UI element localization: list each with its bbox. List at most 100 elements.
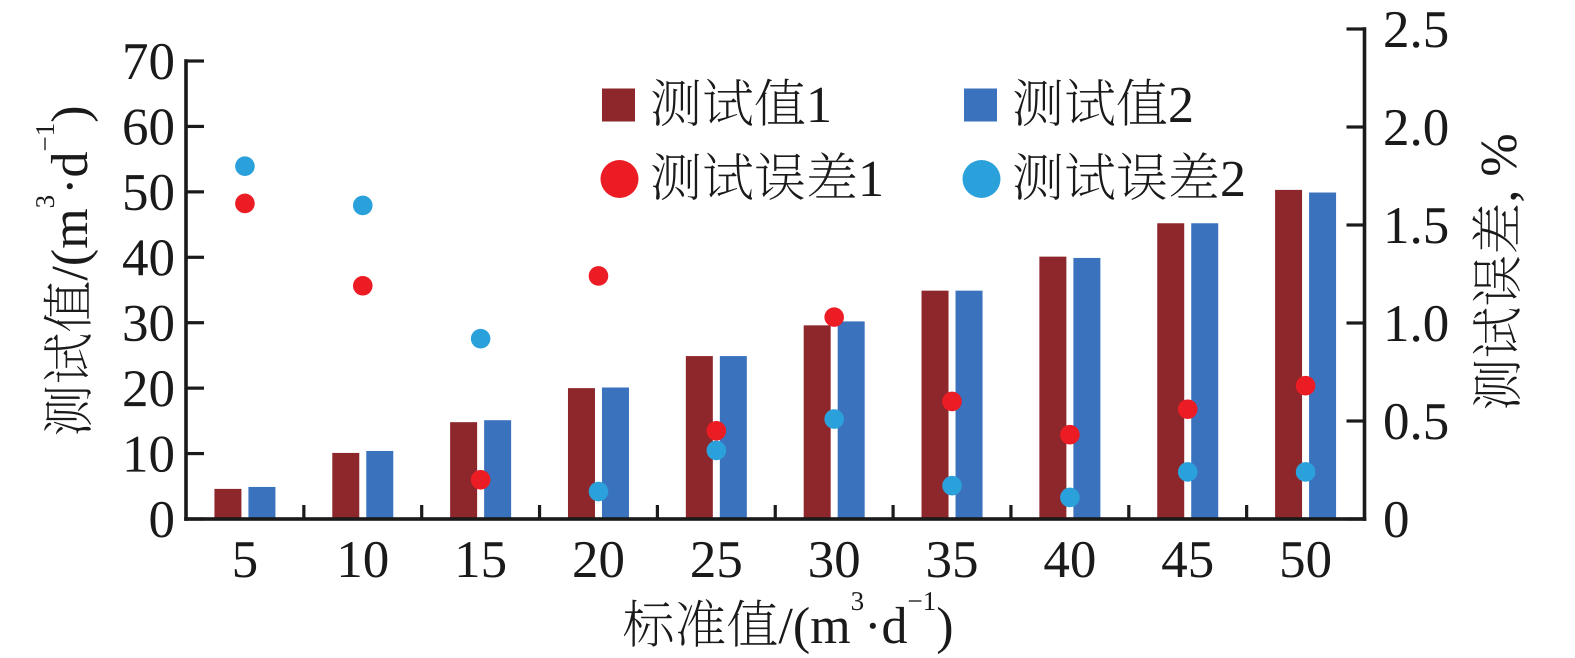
dot-error2-x35 <box>942 475 962 496</box>
dot-error2-x15 <box>470 328 491 349</box>
x-ticklabel-10 <box>340 541 388 578</box>
y-left-tick-40 <box>186 255 204 259</box>
dot-error1-x5 <box>235 193 255 214</box>
legend-item-3 <box>600 152 881 201</box>
dot-error2-x30 <box>824 409 844 429</box>
x-tick-6 <box>891 505 895 519</box>
x-tick-9 <box>1245 505 1249 519</box>
y-left-tick-30 <box>186 321 204 325</box>
y-left-tick-50 <box>186 190 204 194</box>
bar-series2-x25 <box>719 356 747 519</box>
legend-label-3 <box>652 152 881 201</box>
y-left-tick-70 <box>186 59 204 63</box>
dot-error2-x10 <box>352 195 373 216</box>
legend-item-4 <box>962 152 1244 201</box>
x-tick-1 <box>302 505 306 519</box>
y-right-tick-2 <box>1346 125 1365 129</box>
x-ticklabel-20 <box>574 541 623 578</box>
y-left-ticklabel-70 <box>125 43 173 80</box>
bar-series1-x10 <box>332 452 360 519</box>
y-right-ticklabel-1.5 <box>1387 208 1448 244</box>
y-left-tick-60 <box>186 124 204 129</box>
y-right-tick-1 <box>1346 321 1365 325</box>
y-right-ticklabel-2 <box>1385 109 1448 146</box>
legend-swatch-dot1 <box>600 160 639 198</box>
y-left-ticklabel-30 <box>124 305 173 342</box>
axis-left-spine <box>184 59 188 521</box>
x-tick-3 <box>537 505 542 519</box>
dot-error1-x45 <box>1177 399 1198 420</box>
dot-error2-x5 <box>235 156 255 176</box>
y-right-ticklabel-1 <box>1387 305 1448 342</box>
x-axis-title <box>623 592 952 655</box>
dot-error2-x40 <box>1060 487 1080 508</box>
x-tick-5 <box>773 505 777 519</box>
y-right-tick-1.5 <box>1346 223 1365 227</box>
dot-error2-x25 <box>706 440 727 461</box>
legend-label-1 <box>652 78 829 127</box>
x-tick-4 <box>655 505 659 519</box>
y-right-ticklabel-0 <box>1385 501 1408 538</box>
y-right-ticklabel-2.5 <box>1385 11 1448 48</box>
y-axis-title-right <box>1472 135 1524 409</box>
dot-error1-x10 <box>352 275 373 296</box>
y-right-tick-0 <box>1346 517 1365 521</box>
x-ticklabel-15 <box>458 542 506 578</box>
legend-item-1 <box>602 78 829 127</box>
bar-series2-x50 <box>1309 192 1337 519</box>
y-left-tick-0 <box>186 517 204 521</box>
x-ticklabel-45 <box>1162 542 1213 578</box>
y-left-ticklabel-20 <box>124 370 173 407</box>
bar-series2-x10 <box>366 450 394 519</box>
dot-error2-x20 <box>588 481 609 502</box>
x-ticklabel-30 <box>810 541 859 578</box>
bar-series2-x20 <box>601 387 629 519</box>
x-ticklabel-5 <box>234 542 257 578</box>
x-tick-8 <box>1127 505 1131 519</box>
legend-label-2 <box>1014 78 1192 127</box>
bar-series2-x40 <box>1073 257 1101 519</box>
dot-error1-x40 <box>1060 424 1080 445</box>
legend-swatch-dot2 <box>962 160 1001 198</box>
y-left-tick-20 <box>186 386 204 390</box>
dot-error1-x25 <box>706 421 727 441</box>
y-left-ticklabel-10 <box>126 436 173 473</box>
x-tick-2 <box>420 505 424 519</box>
dot-error1-x50 <box>1295 375 1316 396</box>
x-ticklabel-40 <box>1044 541 1095 578</box>
y-right-ticklabel-0.5 <box>1385 403 1448 440</box>
y-left-tick-10 <box>186 451 204 456</box>
dot-error1-x20 <box>588 266 609 286</box>
x-ticklabel-35 <box>928 541 977 578</box>
bar-series1-x50 <box>1275 189 1303 519</box>
bar-series2-x15 <box>484 420 512 519</box>
bar-series2-x5 <box>248 486 276 519</box>
y-right-tick-2.5 <box>1346 27 1365 31</box>
bar-series1-x20 <box>567 388 595 519</box>
dot-error1-x30 <box>824 307 844 327</box>
bar-series1-x5 <box>214 488 242 519</box>
bar-series1-x25 <box>685 356 713 519</box>
dot-error1-x15 <box>470 470 491 490</box>
y-left-ticklabel-50 <box>125 174 173 211</box>
dot-error2-x50 <box>1295 462 1316 482</box>
y-axis-title-left <box>36 107 99 435</box>
x-tick-7 <box>1009 505 1013 519</box>
y-left-ticklabel-40 <box>123 240 173 276</box>
legend-swatch-bar2 <box>964 88 997 122</box>
y-left-ticklabel-60 <box>124 109 173 145</box>
dot-error1-x35 <box>942 391 962 412</box>
y-left-ticklabel-0 <box>150 501 173 538</box>
legend-label-4 <box>1014 152 1244 201</box>
dot-error2-x45 <box>1177 462 1198 482</box>
axis-right-spine <box>1362 27 1367 521</box>
bar-series1-x40 <box>1039 256 1067 519</box>
x-ticklabel-25 <box>692 541 741 578</box>
y-right-tick-0.5 <box>1346 419 1365 423</box>
bar-series1-x15 <box>450 422 478 519</box>
legend-swatch-bar1 <box>602 88 635 122</box>
legend-item-2 <box>964 78 1192 127</box>
x-ticklabel-50 <box>1282 541 1331 578</box>
